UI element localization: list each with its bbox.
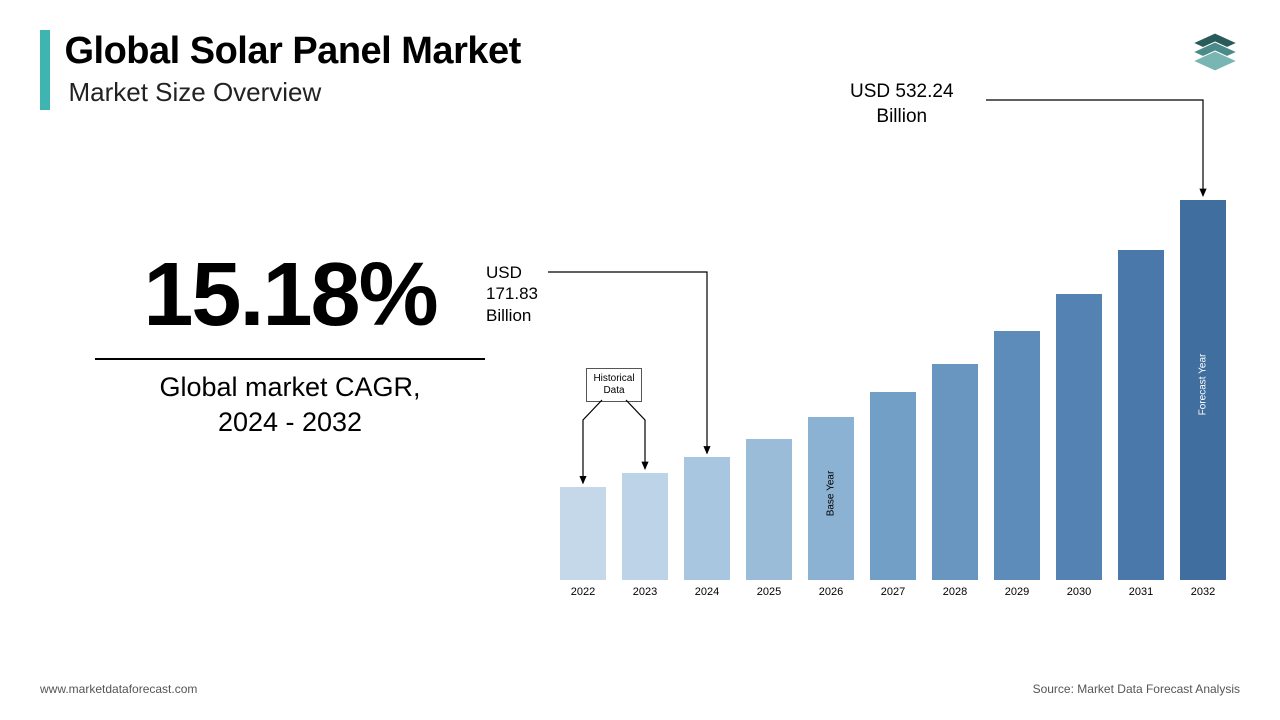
bar-internal-label: Forecast Year <box>1198 354 1209 416</box>
chart-bar: 2031 <box>1118 250 1164 580</box>
market-bar-chart: 20222023202420252026Base Year20272028202… <box>560 180 1250 600</box>
cagr-label: Global market CAGR, 2024 - 2032 <box>80 370 500 440</box>
chart-x-label: 2030 <box>1056 586 1102 598</box>
end-value-line1: USD 532.24 <box>850 81 954 102</box>
start-value-callout: USD 171.83 Billion <box>486 262 538 326</box>
cagr-label-line1: Global market CAGR, <box>159 372 420 402</box>
chart-bar: 2030 <box>1056 294 1102 580</box>
chart-bar: 2025 <box>746 439 792 580</box>
chart-x-label: 2027 <box>870 586 916 598</box>
page-root: Global Solar Panel Market Market Size Ov… <box>0 0 1280 720</box>
chart-bar: 2023 <box>622 473 668 580</box>
page-title: Global Solar Panel Market <box>64 30 520 73</box>
end-value-line2: Billion <box>876 106 927 127</box>
chart-x-label: 2026 <box>808 586 854 598</box>
chart-x-label: 2022 <box>560 586 606 598</box>
chart-x-label: 2028 <box>932 586 978 598</box>
footer-url: www.marketdataforecast.com <box>40 682 197 696</box>
chart-bar: 2032Forecast Year <box>1180 200 1226 580</box>
chart-x-label: 2025 <box>746 586 792 598</box>
chart-bar: 2024 <box>684 457 730 580</box>
title-block: Global Solar Panel Market Market Size Ov… <box>40 30 521 110</box>
footer-source: Source: Market Data Forecast Analysis <box>1033 682 1240 696</box>
cagr-value: 15.18% <box>80 250 500 340</box>
title-accent-bar <box>40 30 50 110</box>
chart-x-label: 2031 <box>1118 586 1164 598</box>
brand-logo-icon <box>1185 25 1245 85</box>
bar-internal-label: Base Year <box>826 470 837 516</box>
cagr-divider <box>95 358 485 360</box>
page-subtitle: Market Size Overview <box>68 77 520 108</box>
chart-x-label: 2029 <box>994 586 1040 598</box>
start-value-line2: 171.83 <box>486 284 538 303</box>
start-value-line1: USD <box>486 263 522 282</box>
chart-bars-container: 2022 2023 2024 2025 2026Base Year 2027 2028 202… <box>560 180 1250 580</box>
cagr-label-line2: 2024 - 2032 <box>218 407 362 437</box>
chart-bar: 2028 <box>932 364 978 580</box>
chart-x-label: 2024 <box>684 586 730 598</box>
chart-bar: 2027 <box>870 392 916 580</box>
chart-x-label: 2023 <box>622 586 668 598</box>
chart-bar: 2029 <box>994 331 1040 580</box>
end-value-callout: USD 532.24 Billion <box>850 80 954 129</box>
start-value-line3: Billion <box>486 306 531 325</box>
cagr-block: 15.18% Global market CAGR, 2024 - 2032 <box>80 250 500 440</box>
chart-bar: 2026Base Year <box>808 417 854 580</box>
chart-x-label: 2032 <box>1180 586 1226 598</box>
chart-bar: 2022 <box>560 487 606 580</box>
